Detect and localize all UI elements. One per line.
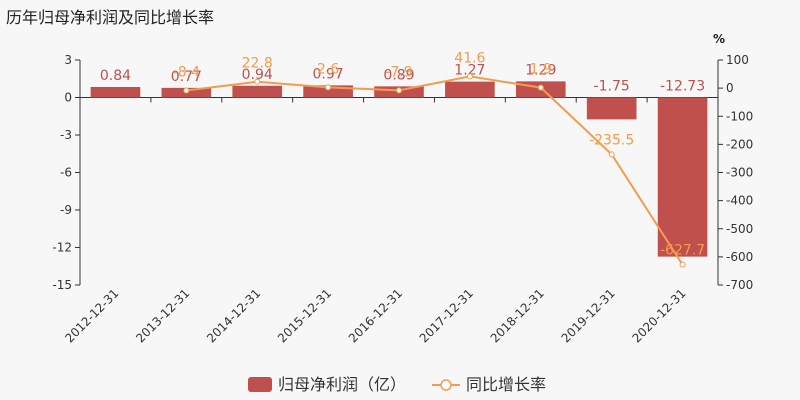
bar-value-label: 0.84 [100,68,131,84]
x-tick-label: 2017-12-31 [417,286,476,345]
right-tick-label: -500 [726,222,753,236]
x-tick-label: 2013-12-31 [133,286,192,345]
left-tick-label: -12 [52,241,72,255]
right-tick-label: 0 [726,81,734,95]
growth-point [325,84,332,91]
x-tick-label: 2019-12-31 [559,286,618,345]
growth-value-label: 2.6 [317,61,339,77]
growth-point [608,151,615,158]
growth-value-label: 22.8 [242,56,273,72]
bar-value-label: 0.89 [383,67,414,83]
right-tick-label: -200 [726,137,753,151]
growth-point [183,87,190,94]
bar [232,85,283,98]
right-tick-label: -300 [726,166,753,180]
bar [586,97,637,120]
growth-value-label: 1.9 [530,62,552,78]
bar-value-label: 1.29 [525,62,556,78]
bar-value-label: -1.75 [594,79,630,95]
bar [445,81,495,98]
growth-point [466,73,473,80]
right-axis-unit: % [713,32,725,46]
right-tick-label: -100 [726,109,753,123]
bar-value-label: 0.94 [242,67,273,83]
left-tick-label: 3 [64,53,72,67]
bar [657,97,708,257]
growth-point [537,84,544,91]
right-tick-label: -400 [726,194,753,208]
growth-value-label: -235.5 [589,132,634,148]
bar-value-label: 1.27 [454,63,485,79]
bar-value-label: 0.97 [313,66,344,82]
legend-line-label: 同比增长率 [466,375,546,394]
growth-point [396,87,402,94]
chart-title: 历年归母净利润及同比增长率 [6,8,215,27]
growth-value-label: -7.9 [385,64,412,80]
left-tick-label: -3 [60,128,72,142]
right-tick-label: 100 [726,53,749,67]
left-tick-label: -6 [60,166,72,180]
bar-value-label: 0.77 [171,69,202,85]
left-tick-label: -15 [52,278,72,292]
left-tick-label: -9 [60,203,72,217]
growth-line [186,75,684,266]
x-tick-label: 2016-12-31 [346,286,405,345]
bar [90,87,141,98]
x-tick-label: 2015-12-31 [275,286,334,345]
right-tick-label: -700 [726,278,753,292]
left-tick-label: 0 [64,91,72,105]
bar-value-label: -12.73 [660,79,705,95]
x-tick-label: 2018-12-31 [488,286,547,345]
growth-point [254,78,261,85]
growth-value-label: 41.6 [454,50,485,66]
growth-value-label: -8.4 [173,64,200,80]
right-tick-label: -600 [726,250,753,264]
legend-bar-swatch [248,377,272,392]
legend-bar-label: 归母净利润（亿） [278,375,406,394]
growth-point [679,261,686,268]
growth-value-label: -627.7 [660,243,705,259]
x-tick-label: 2020-12-31 [629,286,688,345]
legend-line-marker [440,379,452,391]
x-tick-label: 2014-12-31 [204,286,263,345]
x-tick-label: 2012-12-31 [62,286,121,345]
